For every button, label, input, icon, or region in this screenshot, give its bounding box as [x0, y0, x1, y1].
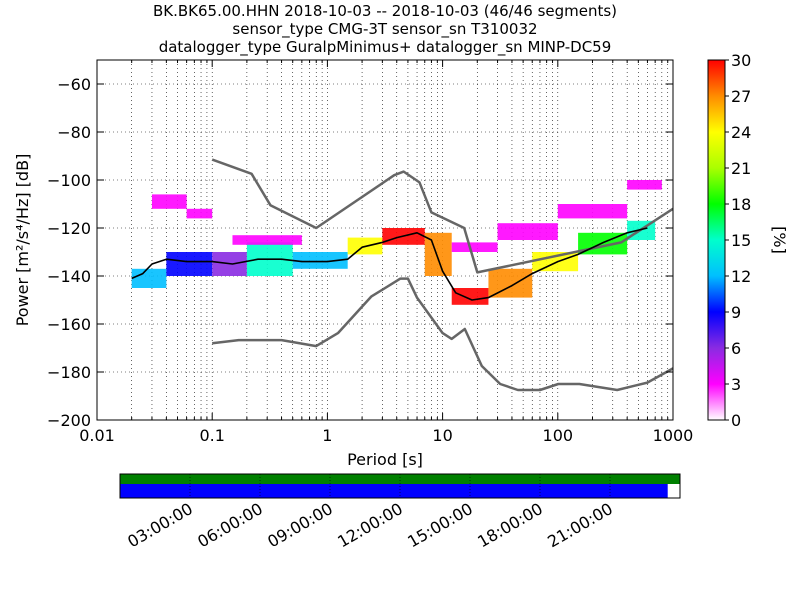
- series-line-nhnm: [211, 158, 673, 274]
- timeline-tick-label: 03:00:00: [124, 499, 196, 551]
- density-cell: [627, 180, 662, 190]
- grid-lines: [96, 60, 673, 421]
- y-tick-label: −180: [47, 363, 91, 382]
- x-tick-label: 0.1: [199, 426, 224, 445]
- density-cell: [292, 252, 348, 269]
- colorbar-tick-label: 30: [731, 51, 751, 70]
- colorbar-label: [%]: [770, 226, 789, 254]
- colorbar-tick-label: 24: [731, 123, 751, 142]
- colorbar-tick-label: 12: [731, 267, 751, 286]
- title-line-1: BK.BK65.00.HHN 2018-10-03 -- 2018-10-03 …: [152, 2, 618, 20]
- colorbar-tick-label: 3: [731, 375, 741, 394]
- density-cell: [451, 288, 489, 305]
- timeline-tick-label: 06:00:00: [194, 499, 266, 551]
- timeline-tick-label: 12:00:00: [334, 499, 406, 551]
- colorbar-gradient: [707, 59, 726, 421]
- y-tick-label: −120: [47, 219, 91, 238]
- colorbar-tick-label: 15: [731, 231, 751, 250]
- density-cell: [151, 194, 187, 209]
- data-coverage-timeline: 03:00:0006:00:0009:00:0012:00:0015:00:00…: [119, 473, 681, 551]
- colorbar-tick-label: 18: [731, 195, 751, 214]
- colorbar-ticks: 0 3 6 9 12 15 18 21 24 27 30: [725, 51, 751, 430]
- x-axis-ticks: 0.01 0.1 1 10 100 1000: [79, 60, 693, 445]
- timeline-top-bar: [120, 474, 680, 484]
- colorbar-tick-label: 0: [731, 411, 741, 430]
- colorbar-tick-label: 21: [731, 159, 751, 178]
- series-line-mode: [131, 227, 648, 301]
- title-line-3: datalogger_type GuralpMinimus+ datalogge…: [158, 38, 612, 56]
- colorbar-tick-label: 6: [731, 339, 741, 358]
- density-cell: [557, 204, 628, 219]
- density-cell: [166, 252, 213, 276]
- plot-frame: [96, 59, 674, 421]
- density-cell: [232, 235, 302, 245]
- density-cell: [532, 252, 579, 272]
- x-tick-label: 1: [322, 426, 332, 445]
- x-tick-label: 1000: [653, 426, 694, 445]
- y-tick-label: −60: [57, 75, 91, 94]
- y-axis-label: Power [m²/s⁴/Hz] [dB]: [13, 154, 32, 327]
- x-axis-label: Period [s]: [347, 450, 423, 469]
- density-cell: [186, 208, 213, 219]
- y-tick-label: −80: [57, 123, 91, 142]
- y-tick-label: −140: [47, 267, 91, 286]
- x-tick-label: 0.01: [79, 426, 115, 445]
- colorbar: 0 3 6 9 12 15 18 21 24 27 30 [%]: [707, 51, 789, 430]
- y-tick-label: −200: [47, 411, 91, 430]
- series-line-nlnm: [212, 277, 673, 392]
- density-cell: [131, 268, 167, 288]
- y-tick-label: −160: [47, 315, 91, 334]
- title-line-2: sensor_type CMG-3T sensor_sn T310032: [232, 20, 538, 38]
- y-axis-ticks: −200 −180 −160 −140 −120 −100 −80 −60: [47, 75, 673, 430]
- density-cell: [488, 268, 533, 298]
- density-cell: [451, 242, 498, 252]
- timeline-bottom-bar: [120, 484, 668, 498]
- density-cell: [497, 223, 558, 240]
- colorbar-tick-label: 27: [731, 87, 751, 106]
- timeline-tick-label: 09:00:00: [264, 499, 336, 551]
- x-tick-label: 10: [432, 426, 452, 445]
- plot-area: 0.01 0.1 1 10 100 1000 −200 −180 −160 −140 −120 −1…: [47, 59, 693, 445]
- y-tick-label: −100: [47, 171, 91, 190]
- timeline-tick-label: 15:00:00: [404, 499, 476, 551]
- noise-model-lines: [131, 158, 673, 392]
- timeline-tick-label: 21:00:00: [544, 499, 616, 551]
- x-tick-label: 100: [543, 426, 574, 445]
- density-cell: [424, 232, 452, 276]
- timeline-tick-label: 18:00:00: [474, 499, 546, 551]
- colorbar-tick-label: 9: [731, 303, 741, 322]
